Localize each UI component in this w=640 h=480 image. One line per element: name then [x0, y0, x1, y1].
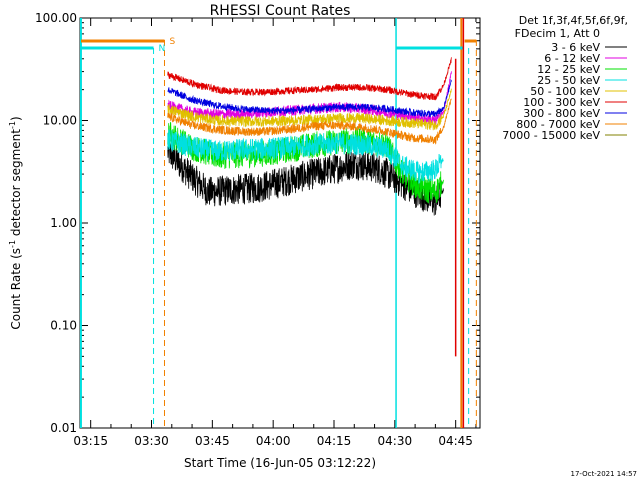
y-tick-label: 100.00: [35, 11, 77, 25]
x-tick-label: 04:45: [438, 434, 473, 448]
x-tick-label: 03:45: [195, 434, 230, 448]
series-line-6: [167, 57, 452, 101]
series-line-4: [167, 129, 444, 184]
y-axis-label-sup-1: -1: [8, 240, 17, 248]
legend-entry-label: 300 - 800 keV: [523, 107, 600, 120]
x-tick-label: 04:00: [256, 434, 291, 448]
y-axis-label-part-3: ): [9, 116, 23, 121]
legend-entry-label: 100 - 300 keV: [523, 96, 600, 109]
y-tick-label: 1.00: [50, 216, 77, 230]
y-axis-label-part-2: detector segment: [9, 129, 23, 240]
attenuator-marker-n: N: [159, 44, 166, 54]
x-axis-label: Start Time (16-Jun-05 03:12:22): [184, 456, 376, 470]
y-tick-label: 0.10: [50, 319, 77, 333]
x-tick-label: 03:15: [73, 434, 108, 448]
series-lines: [167, 18, 465, 428]
y-tick-label: 0.01: [50, 421, 77, 435]
series-line-8: [167, 98, 452, 145]
legend-entry-label: 50 - 100 keV: [530, 85, 600, 98]
series-line-5: [167, 88, 452, 131]
attenuator-lines: SN: [79, 18, 477, 428]
y-axis-label: Count Rate (s-1 detector segment-1): [8, 116, 23, 329]
legend-entry-label: 800 - 7000 keV: [516, 118, 600, 131]
y-tick-label: 10.00: [43, 114, 77, 128]
timestamp: 17-Oct-2021 14:57: [571, 470, 637, 478]
y-axis-label-sup-2: -1: [8, 121, 17, 129]
axis-ticks: 03:15 03:30 03:45 04:00 04:15 04:30 04:45 100.0…: [35, 11, 480, 448]
attenuator-marker-s: S: [169, 37, 175, 47]
series-line-3: [167, 121, 444, 204]
series-line-7: [167, 79, 452, 118]
legend-entry-label: 3 - 6 keV: [551, 41, 600, 54]
legend-entry-label: 7000 - 15000 keV: [502, 129, 600, 142]
legend-entry-label: 25 - 50 keV: [537, 74, 600, 87]
x-tick-label: 04:30: [378, 434, 413, 448]
x-tick-label: 04:15: [317, 434, 352, 448]
chart-title: RHESSI Count Rates: [210, 3, 351, 19]
plot-frame: [79, 17, 481, 429]
y-axis-label-part-1: Count Rate (s: [9, 248, 23, 330]
x-tick-label: 03:30: [134, 434, 169, 448]
legend-header-line-1: Det 1f,3f,4f,5f,6f,9f,: [519, 14, 628, 27]
legend-header-line-2: FDecim 1, Att 0: [515, 27, 600, 40]
legend-entry-label: 6 - 12 keV: [544, 52, 600, 65]
series-line-1: [167, 136, 444, 216]
legend-entry-label: 12 - 25 keV: [537, 63, 600, 76]
